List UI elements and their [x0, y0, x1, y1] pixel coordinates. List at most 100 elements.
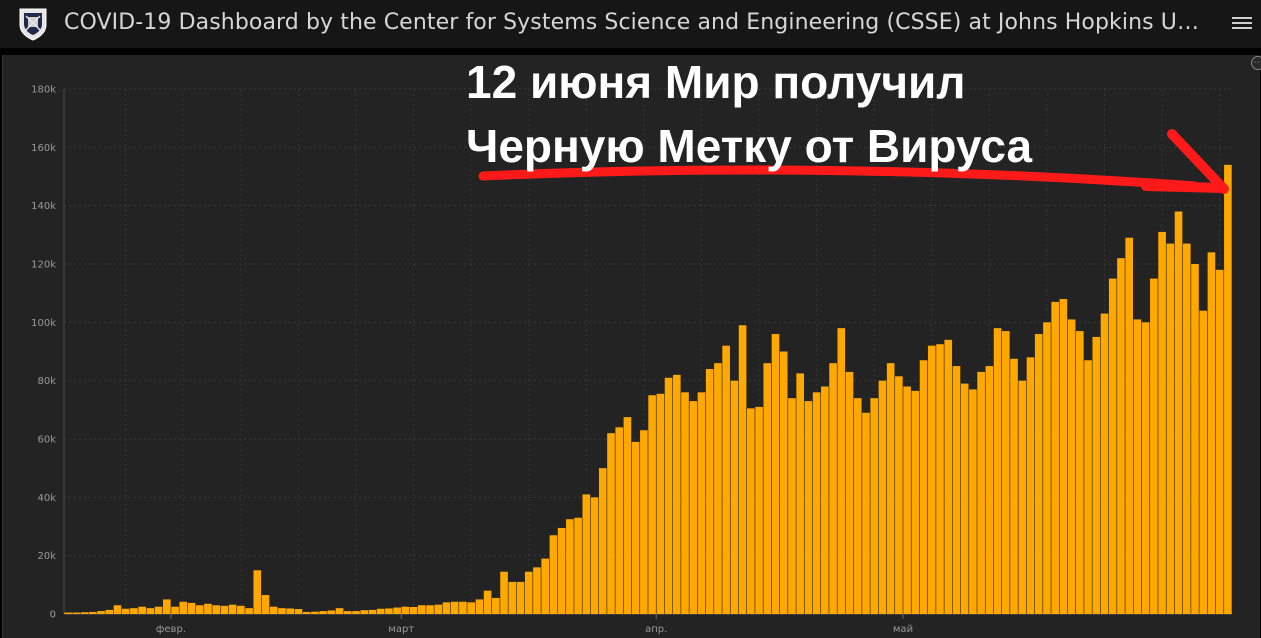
- data-bar: [146, 608, 155, 614]
- data-bar: [779, 351, 788, 614]
- data-bar: [771, 334, 780, 614]
- data-bar: [1001, 331, 1010, 614]
- data-bar: [1174, 211, 1183, 614]
- data-bar: [821, 386, 829, 614]
- data-bar: [467, 602, 475, 614]
- data-bar: [1018, 380, 1027, 614]
- data-bar: [738, 325, 747, 614]
- data-bar: [960, 383, 969, 614]
- data-bar: [220, 605, 229, 614]
- data-bar: [401, 606, 410, 614]
- data-bar: [878, 380, 887, 614]
- data-bar: [607, 433, 615, 614]
- data-bar: [1215, 269, 1224, 614]
- x-tick-label: май: [893, 624, 913, 635]
- university-shield-icon: [19, 8, 47, 41]
- data-bar: [335, 608, 344, 614]
- data-bar: [524, 571, 533, 614]
- data-bar: [697, 392, 706, 614]
- y-tick-label: 40k: [37, 493, 56, 504]
- data-bar: [113, 605, 122, 614]
- data-bar: [664, 377, 673, 614]
- data-bar: [566, 519, 574, 614]
- data-bar: [154, 606, 163, 614]
- data-bar: [648, 395, 656, 614]
- data-bar: [969, 389, 977, 614]
- annotation-text: 12 июня Мир получил Черную Метку от Виру…: [466, 50, 1032, 178]
- data-bar: [1166, 243, 1175, 615]
- data-bar: [722, 345, 730, 614]
- data-bar: [1010, 358, 1018, 614]
- data-bar: [228, 604, 237, 614]
- data-bar: [582, 494, 591, 614]
- data-bar: [1141, 322, 1150, 614]
- annotation-line-2: Черную Метку от Вируса: [466, 120, 1033, 172]
- data-bar: [557, 527, 566, 614]
- data-bar: [343, 611, 352, 614]
- data-bar: [853, 398, 862, 614]
- data-bar: [64, 612, 72, 614]
- data-bar: [763, 363, 772, 614]
- data-bar: [549, 535, 558, 614]
- data-bar: [837, 328, 846, 614]
- data-bar: [171, 606, 179, 614]
- data-bar: [138, 606, 146, 614]
- data-bar: [187, 602, 196, 614]
- x-tick-label: апр.: [645, 624, 667, 635]
- data-bar: [368, 609, 377, 614]
- app-header: COVID-19 Dashboard by the Center for Sys…: [0, 0, 1261, 48]
- hamburger-menu-icon[interactable]: [1232, 14, 1252, 32]
- data-bar: [631, 441, 640, 614]
- data-bar: [747, 408, 755, 614]
- data-bar: [755, 406, 763, 614]
- data-bar: [1108, 278, 1117, 614]
- data-bar: [590, 497, 599, 614]
- data-bar: [72, 612, 81, 614]
- y-tick-label: 100k: [31, 318, 56, 329]
- data-bar: [475, 599, 484, 614]
- data-bar: [985, 366, 994, 614]
- data-bar: [88, 611, 97, 614]
- x-tick-label: февр.: [156, 624, 186, 635]
- data-bar: [1150, 278, 1158, 614]
- data-bar: [1182, 243, 1191, 615]
- x-tick-label: март: [388, 624, 414, 635]
- y-tick-label: 0: [50, 610, 56, 621]
- data-bar: [1224, 164, 1232, 615]
- data-bar: [97, 611, 105, 614]
- data-bar: [360, 610, 369, 614]
- data-bar: [352, 611, 360, 614]
- data-bar: [434, 604, 443, 614]
- data-bar: [714, 363, 722, 614]
- data-bar: [319, 611, 327, 614]
- data-bar: [829, 363, 837, 614]
- annotation-underline: [478, 165, 1200, 191]
- data-bar: [533, 567, 541, 614]
- y-tick-label: 120k: [31, 260, 56, 271]
- data-bar: [393, 607, 401, 614]
- data-bar: [269, 606, 278, 614]
- data-bar: [286, 608, 295, 614]
- data-bar: [426, 605, 434, 614]
- data-bar: [623, 417, 632, 614]
- data-bar: [1026, 357, 1035, 614]
- data-bar: [130, 608, 138, 614]
- data-bar: [245, 608, 253, 614]
- data-bar: [615, 427, 624, 614]
- data-bar: [1092, 336, 1101, 614]
- data-bar: [796, 373, 804, 614]
- data-bar: [1207, 252, 1216, 615]
- data-bar: [409, 607, 418, 614]
- data-bar: [895, 376, 903, 614]
- annotation-arrow-shaft: [1141, 181, 1227, 193]
- data-bar: [952, 366, 961, 614]
- data-bar: [903, 386, 911, 614]
- data-bar: [237, 605, 245, 614]
- data-bar: [327, 610, 336, 614]
- panel-options-icon[interactable]: ⋯: [1251, 56, 1261, 70]
- data-bar: [1100, 313, 1109, 614]
- data-bar: [1076, 331, 1084, 614]
- data-bar: [195, 605, 204, 614]
- y-tick-label: 20k: [37, 551, 56, 562]
